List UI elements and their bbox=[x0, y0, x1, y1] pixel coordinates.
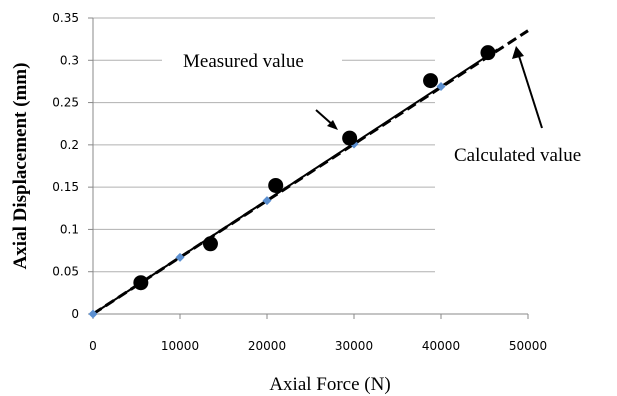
measured-point bbox=[423, 73, 439, 89]
grid-lines bbox=[93, 17, 435, 273]
diamond-point bbox=[175, 252, 185, 262]
series-lines bbox=[92, 29, 529, 316]
axes bbox=[92, 18, 528, 315]
measured-point bbox=[480, 45, 496, 61]
data-markers bbox=[88, 45, 496, 319]
y-axis-title: Axial Displacement (mm) bbox=[10, 63, 31, 270]
measured-point bbox=[202, 236, 218, 252]
x-tick-label: 20000 bbox=[248, 339, 286, 353]
measured-point bbox=[133, 275, 149, 291]
annotation-measured-value: Measured value bbox=[183, 51, 304, 72]
y-tick-label: 0.2 bbox=[60, 138, 79, 152]
y-tick-label: 0.05 bbox=[52, 265, 79, 279]
x-tick-label: 50000 bbox=[509, 339, 547, 353]
annotation-calculated-value: Calculated value bbox=[454, 145, 581, 166]
diamond-point bbox=[262, 196, 272, 206]
y-tick-label: 0.1 bbox=[60, 222, 79, 236]
y-tick-labels: 0 0.05 0.1 0.15 0.2 0.25 0.3 0.35 bbox=[52, 11, 93, 321]
x-tick-label: 40000 bbox=[422, 339, 460, 353]
diamond-point bbox=[88, 309, 98, 319]
diamond-point bbox=[436, 82, 446, 92]
x-tick-label: 0 bbox=[89, 339, 97, 353]
measured-point bbox=[268, 177, 284, 193]
measured-point bbox=[342, 130, 358, 146]
y-tick-label: 0.15 bbox=[52, 180, 79, 194]
annotation-arrow-measured bbox=[315, 109, 338, 130]
annotation-arrow-calculated bbox=[512, 46, 543, 129]
x-axis-title: Axial Force (N) bbox=[269, 374, 390, 395]
x-tick-labels: 0 10000 20000 30000 40000 50000 bbox=[89, 314, 547, 353]
y-tick-label: 0.35 bbox=[52, 11, 79, 25]
x-tick-label: 10000 bbox=[161, 339, 199, 353]
y-tick-label: 0.25 bbox=[52, 96, 79, 110]
calculated-value-line bbox=[92, 29, 529, 316]
x-tick-label: 30000 bbox=[335, 339, 373, 353]
y-tick-label: 0 bbox=[71, 307, 79, 321]
y-tick-label: 0.3 bbox=[60, 53, 79, 67]
